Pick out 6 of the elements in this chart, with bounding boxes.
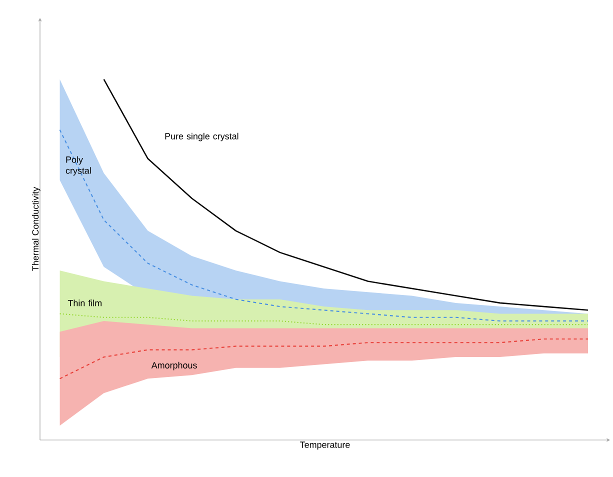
x-axis-title: Temperature (300, 442, 350, 450)
series-label: Thin film (68, 300, 102, 306)
y-axis-title: Thermal Conductivity (32, 186, 40, 271)
series-label: Amorphous (151, 362, 197, 370)
series-label: Poly crystal (66, 156, 91, 176)
text: Pure single crystal (165, 132, 238, 142)
